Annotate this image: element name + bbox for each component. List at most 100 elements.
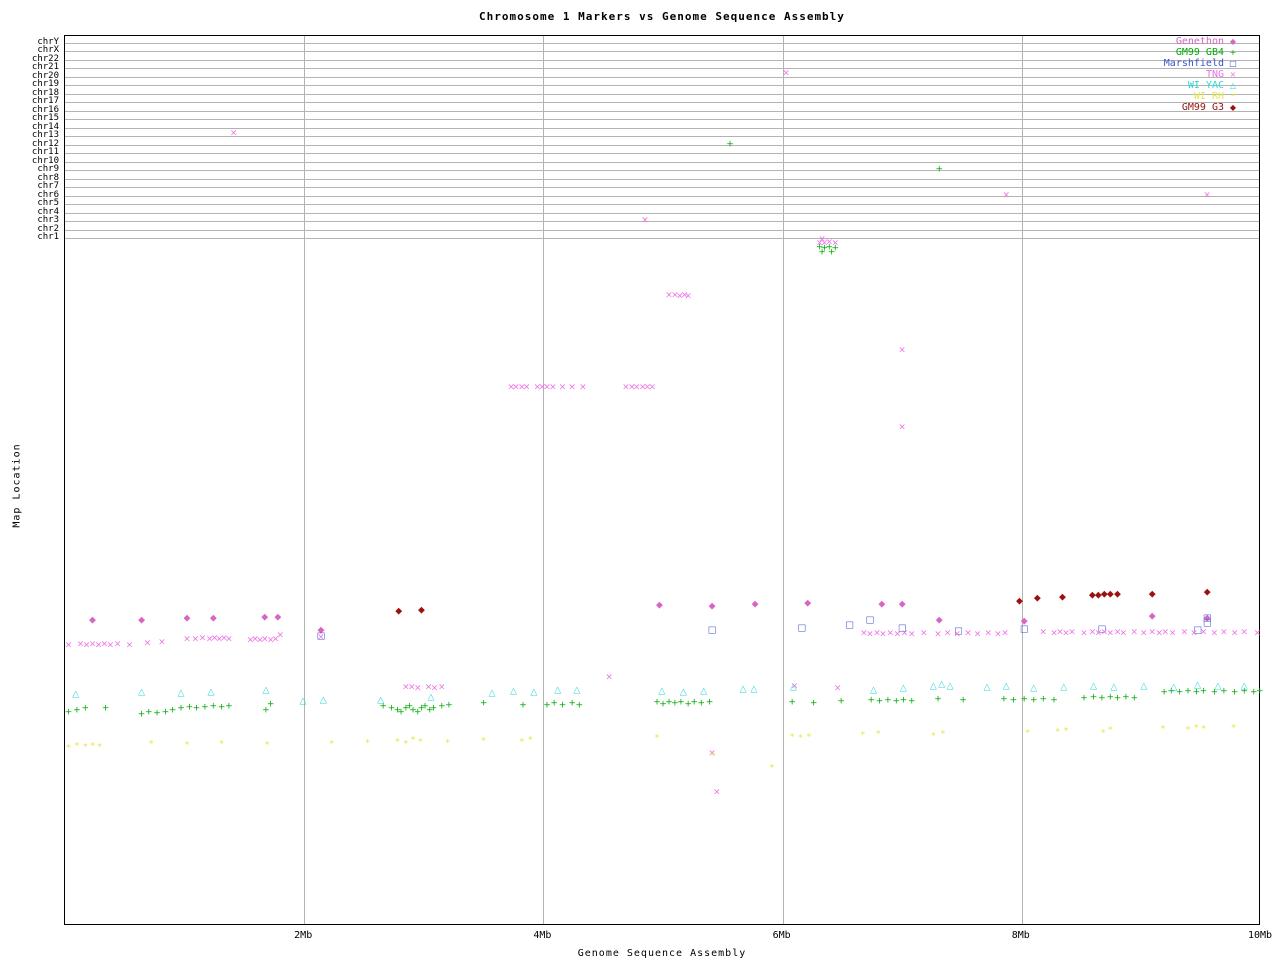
tng-point: × <box>622 382 630 393</box>
tng-point: × <box>256 635 264 646</box>
tng-point: × <box>1240 627 1249 638</box>
tng-point: × <box>183 634 191 645</box>
gm99-gb4-point: + <box>192 703 201 714</box>
tng-point: × <box>82 640 91 651</box>
wi-rh-point: * <box>90 741 95 752</box>
wi-yac-point: △ <box>530 687 538 698</box>
genethon-point: ◆ <box>935 615 943 626</box>
gm99-gb4-point: + <box>185 702 194 713</box>
x-tick-label-6Mb: 6Mb <box>772 930 791 941</box>
tng-point: × <box>1068 627 1076 638</box>
gm99-gb4-point: + <box>690 697 698 708</box>
gm99-gb4-point: + <box>809 698 818 709</box>
tng-point: × <box>1210 628 1219 639</box>
gm99-g3-point: ◆ <box>1203 587 1211 598</box>
gm99-gb4-point: + <box>81 703 90 714</box>
gm99-gb4-point: + <box>1113 693 1122 704</box>
gm99-g3-point: ◆ <box>1033 593 1041 604</box>
wi-yac-point: △ <box>789 682 797 693</box>
wi-yac-point: △ <box>1030 683 1038 694</box>
chart-title: Chromosome 1 Markers vs Genome Sequence … <box>479 10 845 23</box>
tng-point: × <box>220 633 228 644</box>
gridline-chr1 <box>65 238 1259 240</box>
wi-yac-point: △ <box>1194 680 1202 691</box>
legend-item-gm99-gb4: GM99 GB4 + <box>1164 47 1242 58</box>
gm99-gb4-point: + <box>1098 693 1106 704</box>
gm99-gb4-point: + <box>153 708 161 719</box>
marshfield-point: □ <box>1097 624 1107 635</box>
tng-point: × <box>831 238 839 249</box>
gm99-gb4-point: + <box>414 707 422 718</box>
wi-rh-point: * <box>1201 724 1206 735</box>
gm99-gb4-point: + <box>907 696 916 707</box>
gm99-g3-point: ◆ <box>417 605 425 616</box>
wi-rh-point: * <box>329 739 334 750</box>
genethon-point: ◆ <box>1148 611 1156 622</box>
y-tick-label-chr17: chr17 <box>31 95 59 106</box>
wi-yac-point: △ <box>573 685 581 696</box>
genethon-point: ◆ <box>274 612 282 623</box>
wi-rh-point: * <box>519 737 525 748</box>
wi-rh-point: * <box>654 733 660 744</box>
gridline-chr4 <box>65 213 1259 215</box>
gm99-gb4-point: + <box>671 698 679 709</box>
tng-point: × <box>408 682 416 693</box>
wi-rh-point: * <box>876 729 881 740</box>
gridline-chrX <box>65 51 1259 53</box>
genethon-point: ◆ <box>708 601 716 612</box>
gm99-gb4-point: + <box>266 699 275 710</box>
tng-point: × <box>790 681 799 692</box>
wi-yac-point: △ <box>1090 681 1098 692</box>
wi-rh-marker-icon: * <box>1231 92 1235 101</box>
wi-rh-point: * <box>403 739 409 750</box>
wi-rh-point: * <box>1160 724 1166 735</box>
gm99-gb4-point: + <box>684 699 692 710</box>
gm99-gb4-point: + <box>393 705 402 716</box>
gm99-gb4-point: + <box>168 705 177 716</box>
tng-point: × <box>900 628 909 639</box>
gm99-gb4-point: + <box>1175 687 1184 698</box>
tng-point: × <box>973 629 982 640</box>
y-tick-label-chr20: chr20 <box>31 70 59 81</box>
wi-rh-point: * <box>1100 728 1106 739</box>
x-tick-label-4Mb: 4Mb <box>533 930 552 941</box>
tng-point: × <box>1039 627 1048 638</box>
tng-point: × <box>873 628 881 639</box>
tng-point: × <box>1155 628 1164 639</box>
wi-rh-point: * <box>940 729 946 740</box>
gm99-gb4-point: + <box>677 697 685 708</box>
tng-point: × <box>198 633 207 644</box>
gridline-chr21 <box>65 68 1259 70</box>
tng-point: × <box>964 628 972 639</box>
tng-point: × <box>100 639 109 650</box>
gm99-gb4-point: + <box>64 707 73 718</box>
gridline-chr22 <box>65 60 1259 62</box>
gm99-gb4-point: + <box>209 701 218 712</box>
wi-rh-point: * <box>148 739 154 750</box>
genethon-point: ◆ <box>209 613 217 624</box>
tng-point: × <box>648 382 657 393</box>
plot-area: ◆ ◆ ◆ ◆ ◆ ◆ ◆ ◆ ◆ ◆ ◆ ◆ ◆ ◆ ◆ ◆ ◆ + + + + + + + + + + + + + + + + + + + + + + +… <box>64 35 1264 925</box>
gm99-gb4-point: + <box>201 702 209 713</box>
gm99-gb4-point: + <box>1029 695 1038 706</box>
tng-point: × <box>943 628 952 639</box>
y-tick-label-chr16: chr16 <box>31 104 59 115</box>
tng-point: × <box>1119 628 1128 639</box>
gm99-gb4-point: + <box>820 243 829 254</box>
gm99-gb4-point: + <box>137 709 146 720</box>
tng-point: × <box>549 382 557 393</box>
tng-point: × <box>953 629 961 640</box>
wi-yac-point: △ <box>679 687 687 698</box>
tng-point: × <box>886 628 895 639</box>
gm99-gb4-point: + <box>831 243 839 254</box>
gm99-gb4-point: + <box>788 697 796 708</box>
legend-item-tng: TNG × <box>1164 69 1242 80</box>
gm99-gb4-point: + <box>421 701 429 712</box>
marshfield-point: □ <box>1193 625 1202 636</box>
marshfield-point: □ <box>954 626 963 637</box>
y-tick-label-chr4: chr4 <box>37 207 59 218</box>
wi-yac-point: △ <box>299 696 307 707</box>
tng-point: × <box>825 237 834 248</box>
wi-rh-point: * <box>769 763 775 774</box>
tng-point: × <box>507 382 515 393</box>
